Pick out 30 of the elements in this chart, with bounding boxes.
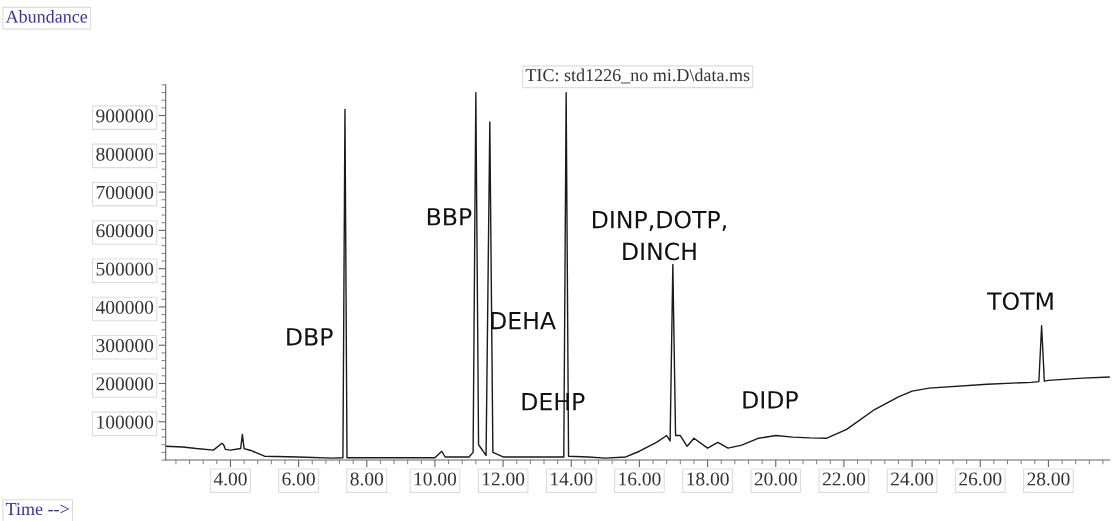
x-tick-label: 10.00	[414, 472, 457, 486]
x-tick-label: 18.00	[687, 472, 729, 486]
x-tick-label: 22.00	[822, 472, 866, 486]
y-tick-label: 900000	[96, 109, 154, 123]
y-tick-label: 800000	[96, 147, 154, 161]
x-tick-label: 20.00	[754, 472, 797, 486]
annotation: DINP,DOTP, DINCH	[593, 210, 726, 261]
x-tick-label: 26.00	[959, 472, 1002, 486]
x-tick-label: 8.00	[350, 472, 384, 486]
annotation: TOTM	[987, 292, 1053, 311]
x-tick-label: 14.00	[551, 472, 593, 486]
annotation: DBP	[287, 328, 333, 346]
x-tick-label: 4.00	[213, 472, 247, 486]
x-axis-title: Time -->	[5, 502, 69, 516]
x-tick-label: 12.00	[482, 472, 525, 486]
y-tick-label: 400000	[95, 300, 154, 314]
x-tick-label: 6.00	[282, 472, 315, 486]
y-tick-label: 200000	[96, 377, 154, 391]
chart-title: TIC: std1226_no mi.D\data.ms	[525, 68, 750, 84]
x-tick-label: 28.00	[1027, 472, 1070, 486]
y-tick-label: 100000	[97, 415, 154, 429]
y-tick-label: 500000	[96, 262, 154, 276]
y-tick-label: 600000	[96, 224, 154, 238]
x-tick-label: 16.00	[619, 472, 661, 486]
y-tick-label: 700000	[96, 185, 154, 200]
annotation: BBP	[427, 208, 472, 226]
y-axis-title: Abundance	[5, 10, 88, 23]
annotation: DIDP	[743, 391, 798, 409]
x-tick-label: 24.00	[891, 472, 934, 486]
y-tick-label: 300000	[96, 339, 154, 353]
